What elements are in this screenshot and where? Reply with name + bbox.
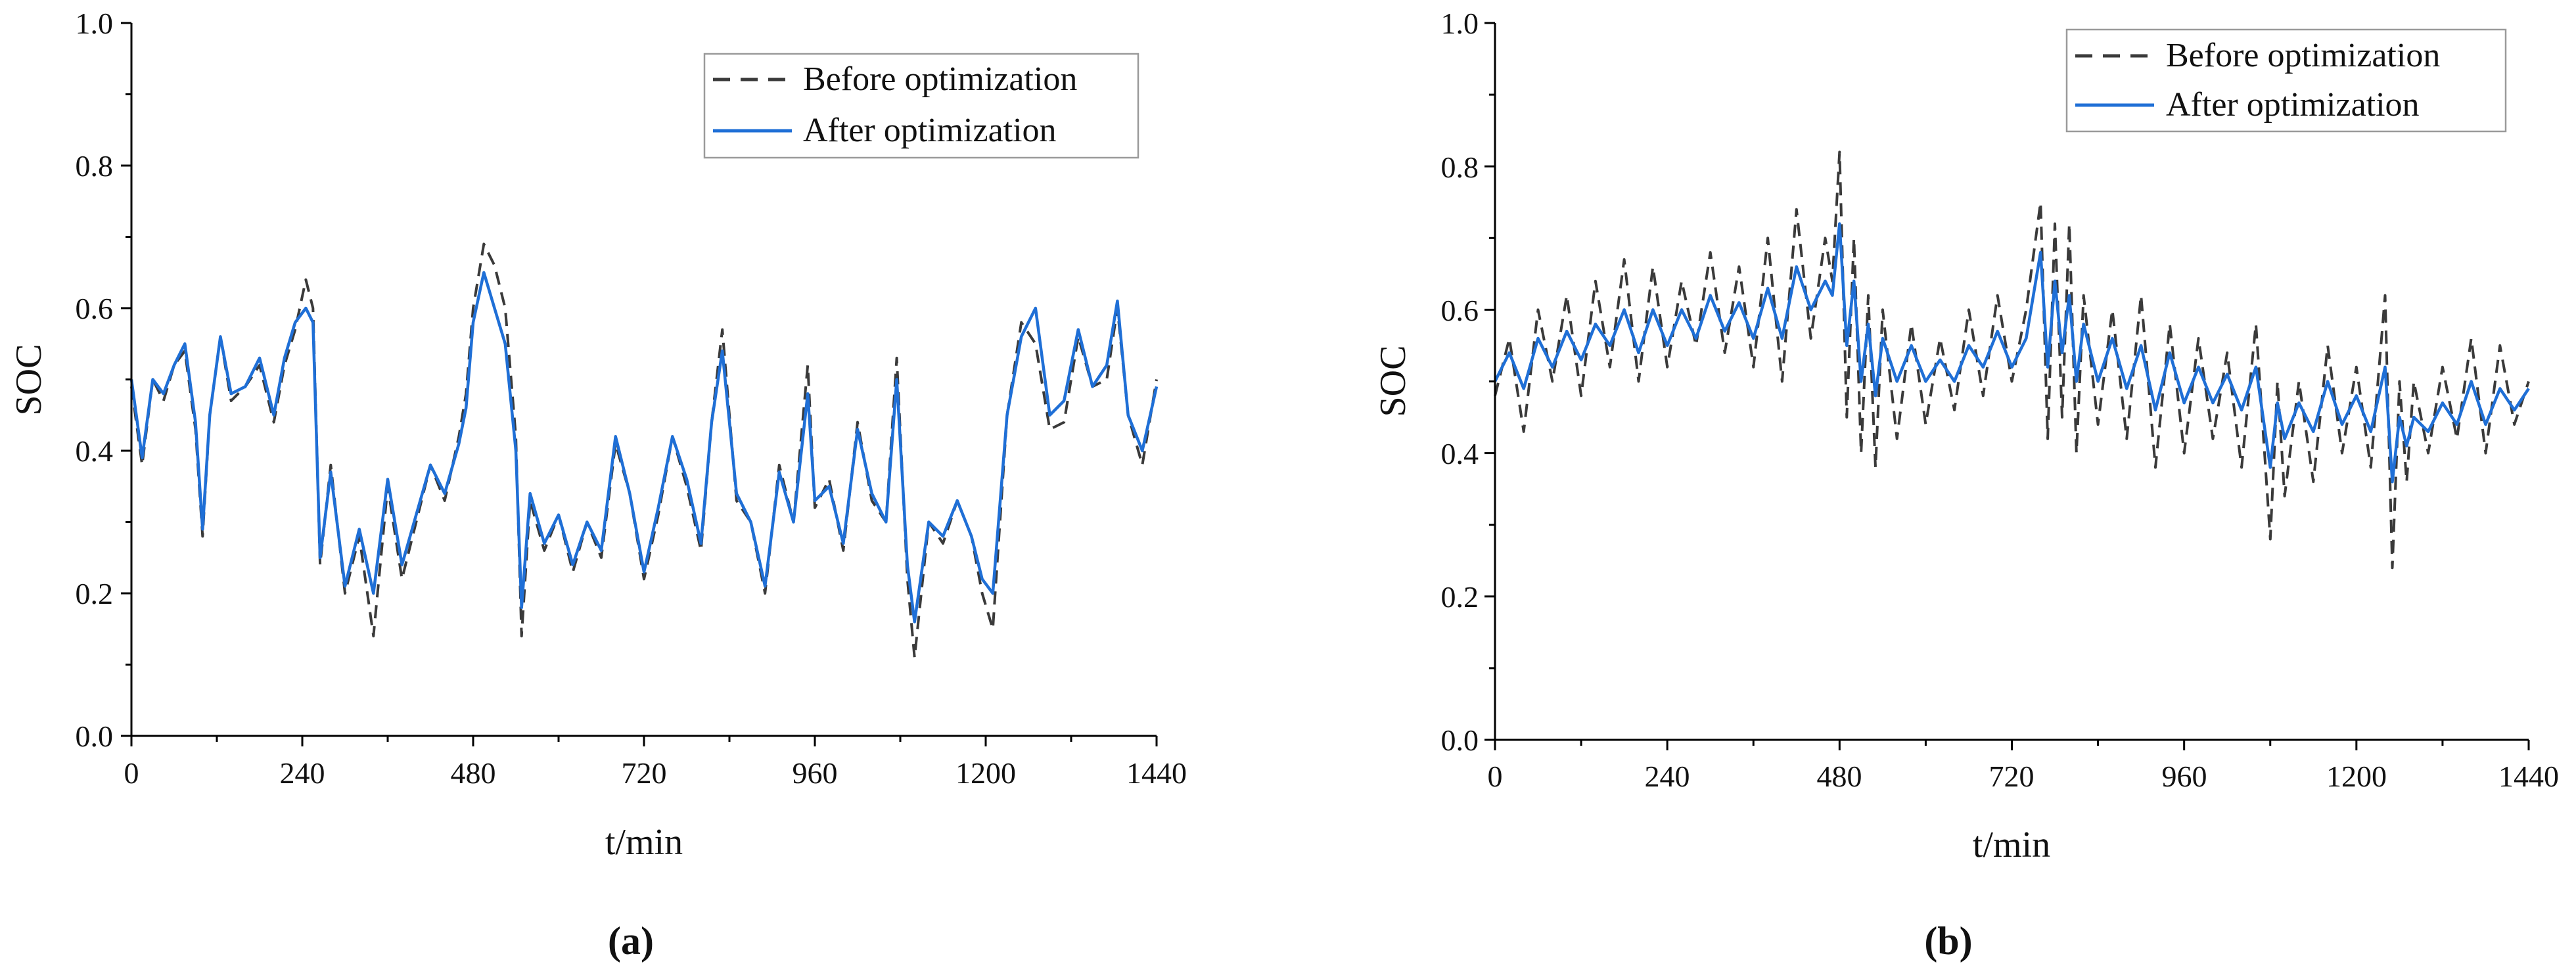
plot-series-b	[1493, 150, 2530, 570]
x-tick-label: 1440	[2498, 760, 2559, 793]
x-tick-label: 720	[1989, 760, 2035, 793]
legend-label-after: After optimization	[2166, 86, 2420, 124]
y-tick-label: 1.0	[1441, 7, 1479, 40]
y-tick-label: 0.2	[76, 577, 114, 610]
x-tick-label: 960	[793, 756, 838, 790]
series-line-before-optimization	[1494, 150, 2530, 570]
x-tick-label: 960	[2162, 760, 2207, 793]
x-tick-label: 480	[451, 756, 496, 790]
y-tick-label: 0.4	[76, 434, 114, 468]
y-tick-label: 0.8	[76, 149, 114, 183]
legend: Before optimization After optimization	[2065, 28, 2507, 133]
chart-panel-b: 0 240 480 720 960 1200 1440 0.0 0.2 0.4 …	[1373, 7, 2559, 963]
panel-label-b: (b)	[1924, 919, 1972, 963]
x-axis-label: t/min	[605, 822, 683, 863]
plot-series-a	[129, 242, 1159, 659]
series-line-after-optimization	[1493, 222, 2530, 484]
x-axis-label: t/min	[1973, 825, 2050, 865]
y-tick-label: 0.4	[1441, 437, 1479, 470]
axis-ticks-a	[121, 22, 1158, 746]
axis-ticks-b	[1484, 22, 2530, 750]
series-line-after-optimization	[129, 271, 1159, 624]
legend-label-before: Before optimization	[803, 60, 1077, 98]
x-tick-label: 240	[280, 756, 325, 790]
panel-label-a: (a)	[608, 919, 654, 963]
chart-panel-a: 0 240 480 720 960 1200 1440 0.0 0.2 0.4 …	[9, 7, 1187, 963]
legend-box	[2065, 28, 2507, 133]
legend-box	[703, 53, 1139, 159]
x-tick-label: 480	[1817, 760, 1862, 793]
y-tick-label: 0.2	[1441, 580, 1479, 614]
y-tick-label: 0.6	[1441, 294, 1479, 327]
y-tick-label: 1.0	[76, 7, 114, 40]
x-tick-label: 1440	[1126, 756, 1187, 790]
x-tick-label: 1200	[2326, 760, 2387, 793]
y-tick-label: 0.6	[76, 292, 114, 325]
legend-label-after: After optimization	[803, 112, 1057, 149]
y-axis-label: SOC	[9, 344, 49, 416]
y-tick-label: 0.0	[1441, 723, 1479, 757]
x-tick-label: 1200	[955, 756, 1016, 790]
y-tick-label: 0.0	[76, 719, 114, 753]
y-axis-label: SOC	[1373, 346, 1414, 417]
x-tick-label: 0	[1488, 760, 1503, 793]
x-tick-label: 720	[622, 756, 667, 790]
legend: Before optimization After optimization	[703, 53, 1139, 159]
legend-label-before: Before optimization	[2166, 37, 2440, 74]
x-tick-label: 240	[1645, 760, 1690, 793]
y-tick-label: 0.8	[1441, 150, 1479, 184]
x-tick-label: 0	[124, 756, 139, 790]
